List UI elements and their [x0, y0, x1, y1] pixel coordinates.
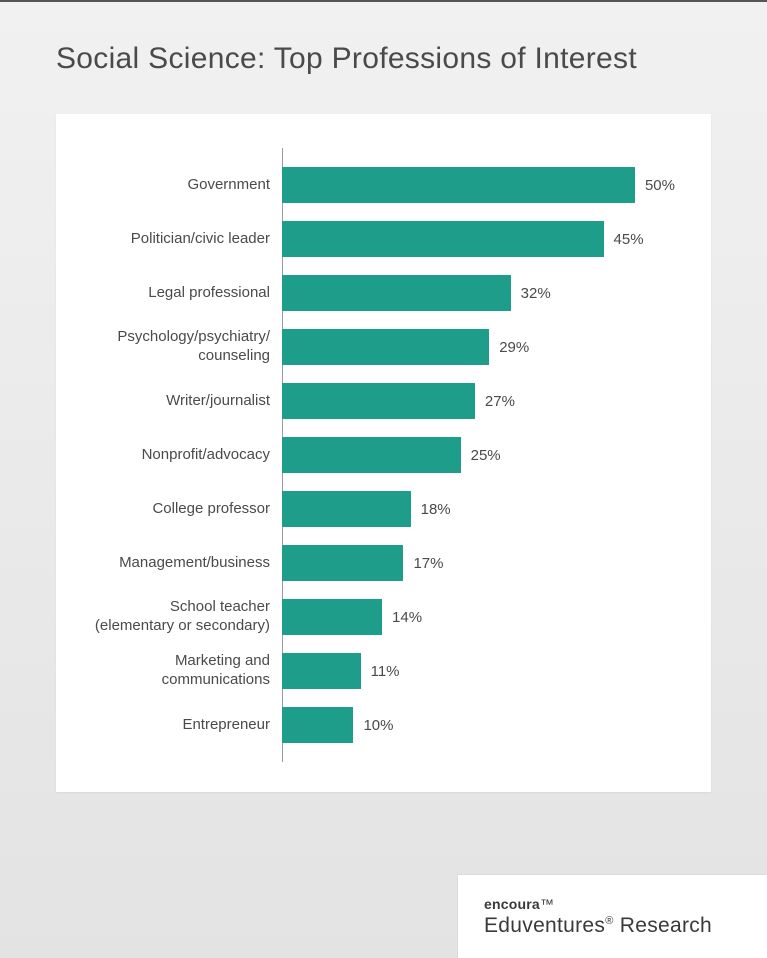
bar [282, 275, 511, 311]
category-label: Entrepreneur [92, 716, 282, 735]
bar-cell: 45% [282, 212, 675, 266]
bar-cell: 25% [282, 428, 675, 482]
bar-row: Entrepreneur 10% [92, 698, 675, 752]
bar [282, 383, 475, 419]
category-label: Legal professional [92, 284, 282, 303]
bar [282, 221, 604, 257]
category-label: Writer/journalist [92, 392, 282, 411]
category-label: Management/business [92, 554, 282, 573]
bar [282, 437, 461, 473]
bar-row: Politician/civic leader 45% [92, 212, 675, 266]
bar-cell: 14% [282, 590, 675, 644]
value-label: 50% [645, 177, 675, 194]
category-label: Psychology/psychiatry/counseling [92, 328, 282, 366]
value-label: 29% [499, 339, 529, 356]
bar-cell: 11% [282, 644, 675, 698]
bar-chart: Government 50% Politician/civic leader 45% L… [92, 158, 675, 752]
bar-row: College professor 18% [92, 482, 675, 536]
bar-cell: 32% [282, 266, 675, 320]
bar-row: Government 50% [92, 158, 675, 212]
value-label: 17% [413, 555, 443, 572]
category-label: Nonprofit/advocacy [92, 446, 282, 465]
bar-row: Psychology/psychiatry/counseling 29% [92, 320, 675, 374]
bar-cell: 17% [282, 536, 675, 590]
bar-cell: 29% [282, 320, 675, 374]
chart-card: Government 50% Politician/civic leader 45% L… [56, 114, 711, 792]
bar [282, 653, 361, 689]
value-label: 45% [614, 231, 644, 248]
bar [282, 707, 353, 743]
bar [282, 167, 635, 203]
value-label: 27% [485, 393, 515, 410]
bar-row: Marketing andcommunications 11% [92, 644, 675, 698]
bar [282, 545, 403, 581]
bar-row: Nonprofit/advocacy 25% [92, 428, 675, 482]
bar [282, 329, 489, 365]
value-label: 18% [421, 501, 451, 518]
value-label: 25% [471, 447, 501, 464]
bar [282, 599, 382, 635]
category-label: Government [92, 176, 282, 195]
category-label: College professor [92, 500, 282, 519]
bar-cell: 18% [282, 482, 675, 536]
value-label: 10% [363, 717, 393, 734]
category-label: Marketing andcommunications [92, 652, 282, 690]
chart-title: Social Science: Top Professions of Inter… [0, 2, 767, 76]
footer-attribution: encoura™ Eduventures® Research [457, 874, 767, 958]
value-label: 14% [392, 609, 422, 626]
category-label: School teacher(elementary or secondary) [92, 598, 282, 636]
bar-row: Writer/journalist 27% [92, 374, 675, 428]
brand-name-bottom: Eduventures® Research [484, 914, 767, 938]
bar [282, 491, 411, 527]
value-label: 32% [521, 285, 551, 302]
bar-row: Legal professional 32% [92, 266, 675, 320]
bar-cell: 10% [282, 698, 675, 752]
bar-row: School teacher(elementary or secondary) 1… [92, 590, 675, 644]
bar-cell: 27% [282, 374, 675, 428]
bar-cell: 50% [282, 158, 675, 212]
brand-name-top: encoura™ [484, 896, 767, 912]
bar-row: Management/business 17% [92, 536, 675, 590]
value-label: 11% [371, 663, 400, 680]
category-label: Politician/civic leader [92, 230, 282, 249]
